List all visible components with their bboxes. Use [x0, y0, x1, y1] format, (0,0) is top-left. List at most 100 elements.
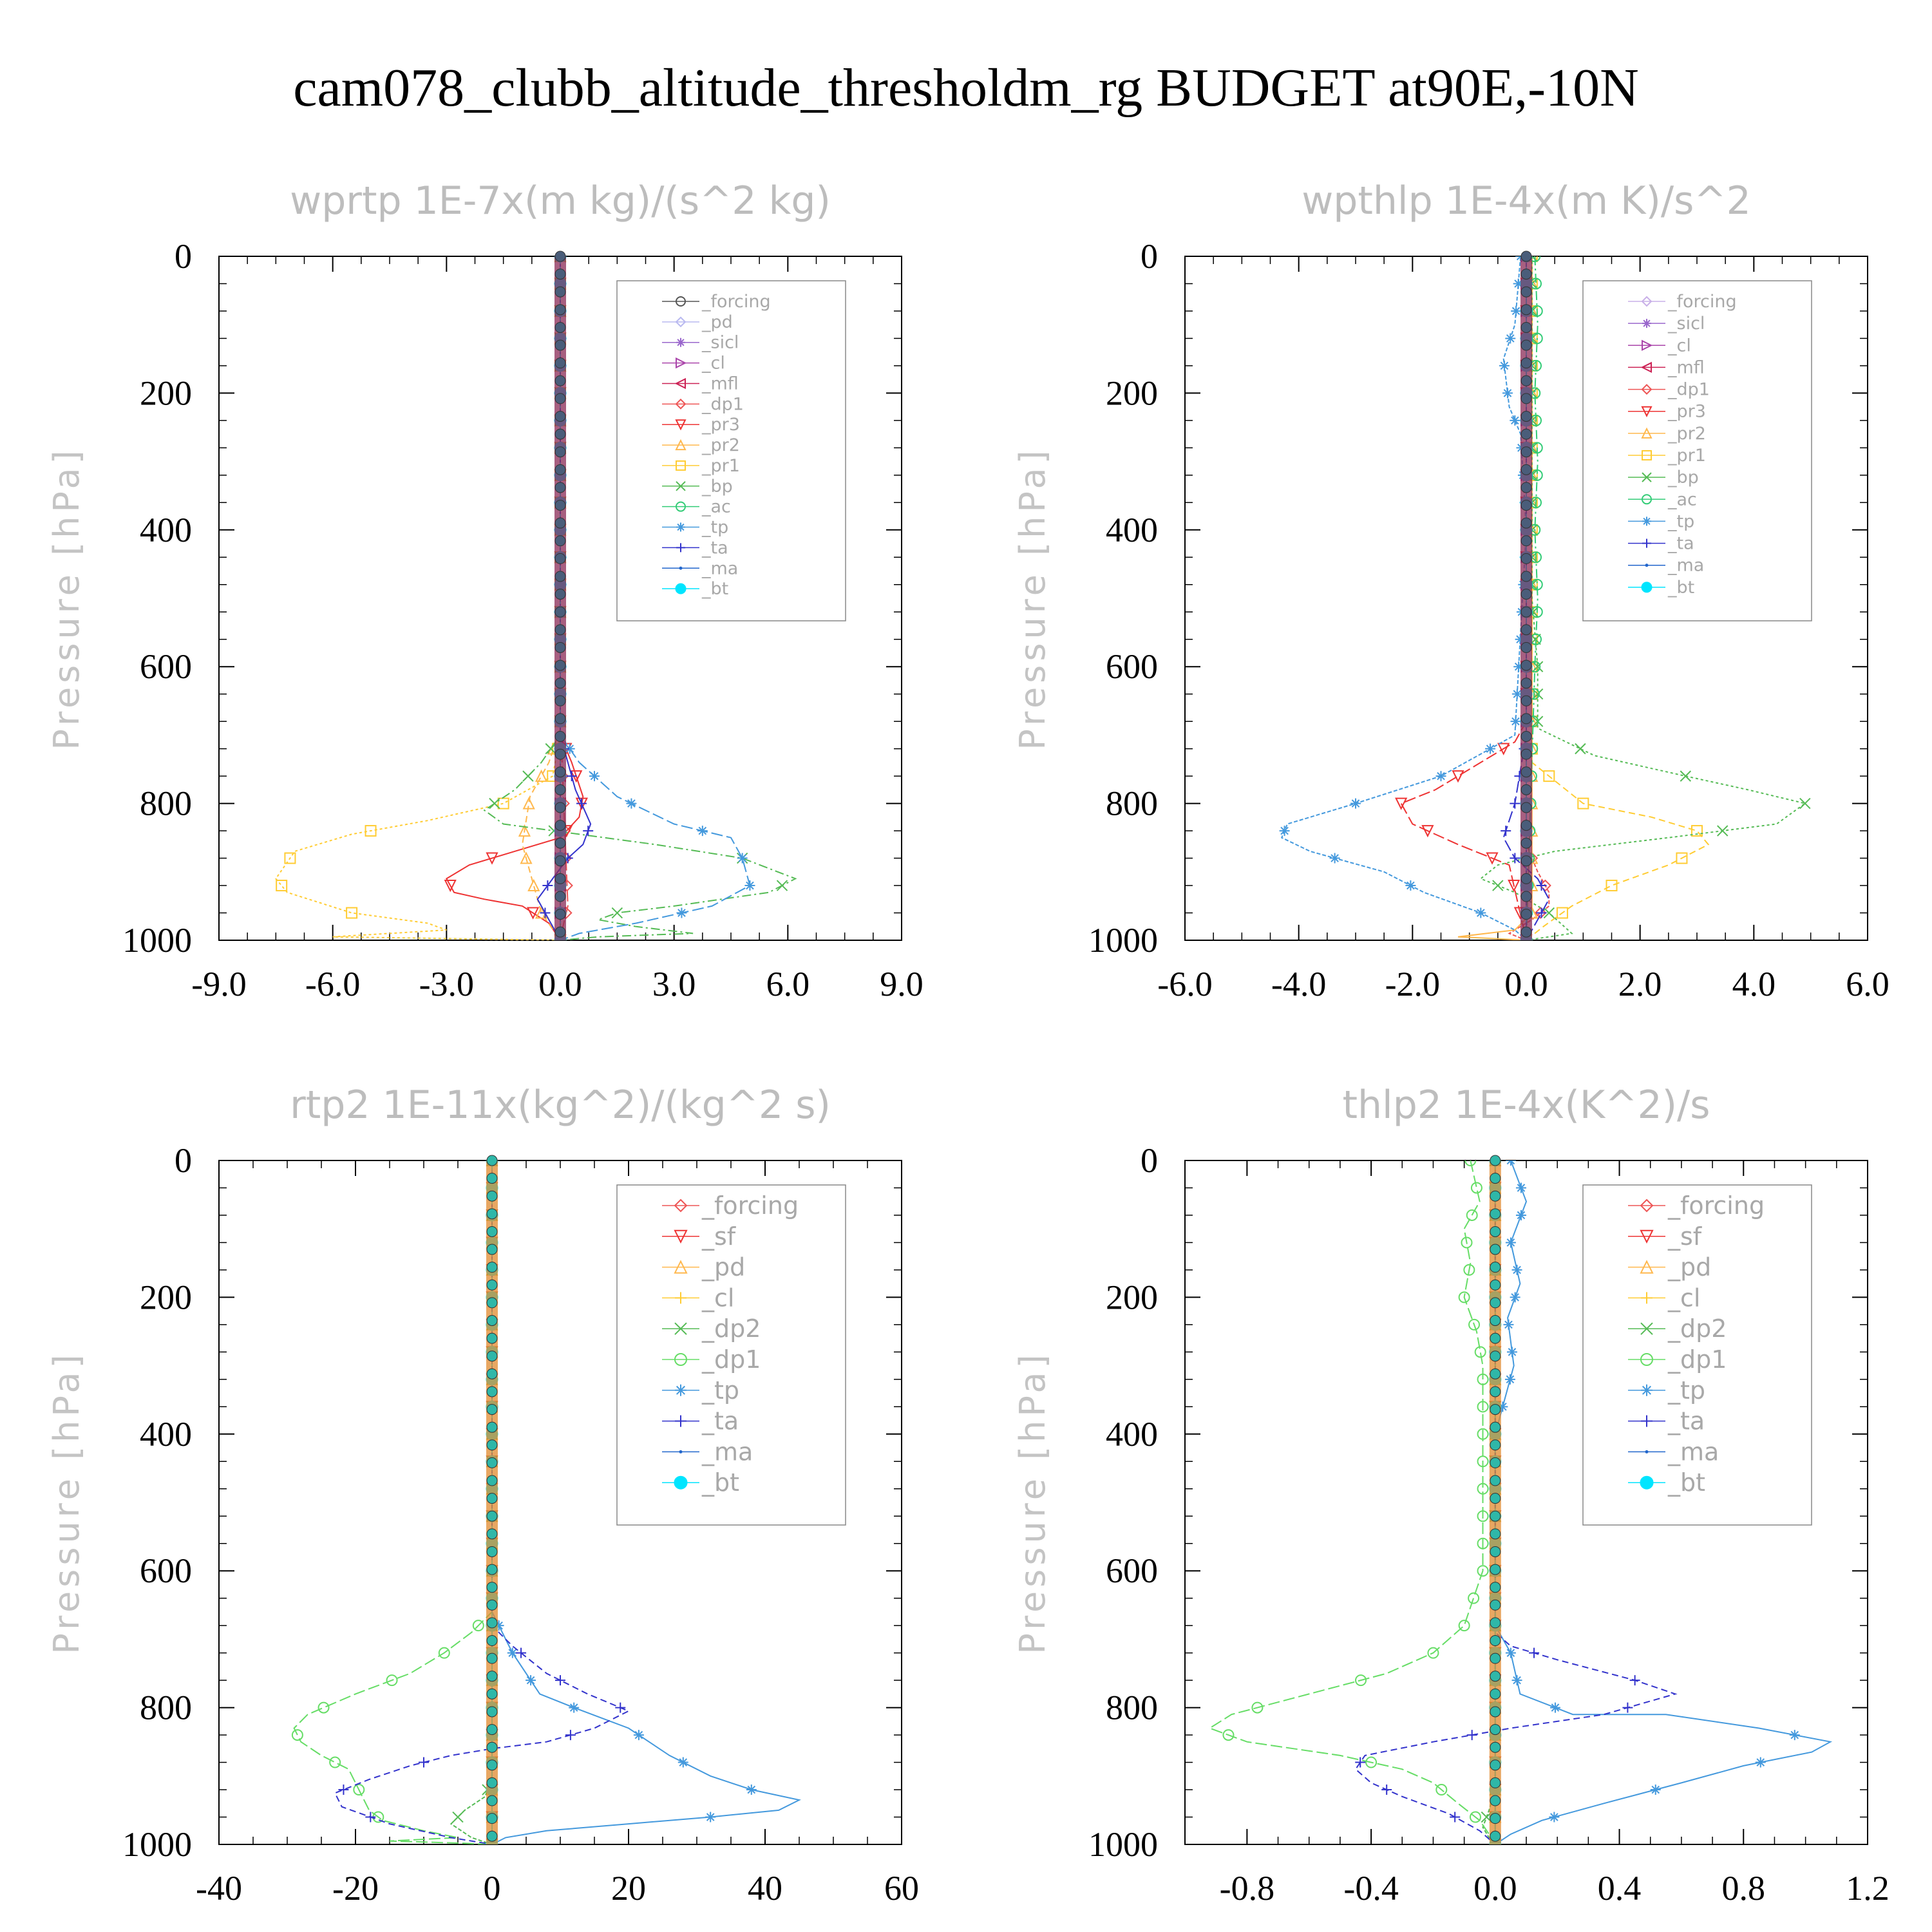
legend-entry: _dp2 — [701, 1314, 761, 1343]
series-point-bt — [1520, 748, 1532, 760]
legend-entry: _pr1 — [701, 456, 740, 476]
series-point-dp1 — [1469, 1811, 1481, 1823]
series-point-tp — [1789, 1730, 1800, 1741]
legend-swatch-marker — [1641, 406, 1653, 417]
series-point-dp1 — [1534, 907, 1547, 919]
legend-entry: _ma — [701, 558, 738, 578]
series-point-ta — [1510, 853, 1520, 864]
series-point-tp — [1497, 1401, 1508, 1412]
series-point-bt — [1520, 464, 1532, 475]
series-point-ta — [516, 1647, 527, 1658]
series-point-tp — [1549, 1812, 1560, 1823]
series-point-dp1 — [317, 1701, 330, 1714]
y-axis-label: Pressure [hPa] — [46, 446, 87, 750]
series-point-bt — [1520, 269, 1532, 280]
series-point-bt — [486, 1244, 498, 1255]
legend-swatch-marker — [675, 398, 687, 410]
panel-rtp2: rtp2 1E-11x(kg^2)/(kg^2 s) Pressure [hPa]… — [46, 1083, 919, 1908]
series-point-bt — [554, 695, 566, 706]
series-point-bt — [1490, 1582, 1501, 1593]
series-point-pr2 — [527, 878, 540, 892]
x-tick-label: -0.4 — [1343, 1869, 1398, 1908]
series-point-bt — [1490, 1493, 1501, 1504]
series-point-bt — [1490, 1759, 1501, 1771]
x-tick-label: 0.0 — [538, 965, 582, 1003]
series-line-tp — [491, 1160, 801, 1844]
series-point-ta — [1355, 1757, 1366, 1768]
y-tick-label: 0 — [1141, 1141, 1158, 1180]
x-tick-label: 6.0 — [1846, 965, 1889, 1003]
series-point-bt — [1520, 428, 1532, 440]
series-point-bt — [486, 1386, 498, 1397]
series-point-bt — [1520, 855, 1532, 867]
series-point-ta — [365, 1812, 376, 1823]
legend-entry: _bt — [701, 1468, 739, 1497]
series-point-bt — [486, 1439, 498, 1451]
series-point-tp — [1510, 1292, 1520, 1303]
series-point-bt — [554, 500, 566, 511]
series-point-pr3 — [1508, 880, 1520, 893]
x-tick-label: 6.0 — [766, 965, 810, 1003]
series-point-bp — [545, 743, 556, 755]
series-line-pr1 — [1526, 256, 1710, 940]
series-point-bt — [1490, 1671, 1501, 1682]
series-point-bt — [1490, 1617, 1501, 1629]
series-point-bt — [554, 677, 566, 689]
series-point-tp — [589, 771, 600, 782]
series-point-bt — [1520, 641, 1532, 653]
x-tick-label: 60 — [884, 1869, 919, 1908]
series-point-bt — [1490, 1315, 1501, 1327]
y-tick-label: 0 — [175, 1141, 192, 1180]
series-point-bt — [554, 731, 566, 743]
series-point-bt — [1520, 286, 1532, 298]
series-point-bt — [554, 748, 566, 760]
panel-thlp2: thlp2 1E-4x(K^2)/s Pressure [hPa] 0 200 400 6… — [1012, 1083, 1889, 1908]
series-point-dp1 — [386, 1674, 398, 1687]
x-tick-label: 9.0 — [880, 965, 923, 1003]
series-point-tp — [1505, 1237, 1516, 1248]
series-point-pr1 — [1556, 907, 1568, 919]
x-tick-label: -9.0 — [191, 965, 246, 1003]
series-line-pr1 — [275, 256, 561, 940]
series-point-bt — [1490, 1244, 1501, 1255]
y-tick-label: 1000 — [122, 921, 192, 960]
series-point-ta — [566, 771, 577, 782]
series-point-pr2 — [522, 797, 535, 810]
y-axis-label: Pressure [hPa] — [1012, 1350, 1053, 1654]
series-point-tp — [1502, 388, 1513, 399]
series-point-ta — [1510, 798, 1520, 809]
legend-swatch-marker — [674, 1475, 688, 1490]
legend-swatch-marker — [1642, 319, 1651, 328]
legend-entry: _sf — [1667, 1222, 1703, 1251]
series-point-bt — [1490, 1830, 1501, 1842]
series-point-bt — [486, 1653, 498, 1664]
series-point-bt — [554, 589, 566, 600]
series-point-bt — [554, 553, 566, 564]
legend-swatch-marker — [1641, 384, 1653, 395]
series-point-dp1 — [329, 1756, 341, 1768]
series-point-bt — [1490, 1528, 1501, 1540]
y-tick-label: 0 — [1141, 237, 1158, 276]
series-point-bt — [486, 1279, 498, 1291]
legend-swatch-marker — [1642, 450, 1652, 460]
legend-swatch-marker — [1645, 564, 1649, 567]
x-tick-label: 2.0 — [1618, 965, 1662, 1003]
series-point-tp — [1435, 771, 1446, 782]
series-point-ta — [542, 880, 553, 891]
series-point-ta — [576, 798, 587, 809]
x-tick-label: -40 — [196, 1869, 242, 1908]
series-point-bp — [1531, 661, 1544, 672]
series-point-dp1 — [1466, 1209, 1478, 1221]
series-point-bp — [611, 907, 623, 919]
series-point-tp — [1475, 907, 1486, 918]
series-point-bt — [554, 837, 566, 849]
series-point-dp1 — [1222, 1729, 1235, 1741]
series-point-tp — [569, 1702, 580, 1713]
series-point-tp — [1511, 305, 1522, 316]
series-point-bt — [1490, 1226, 1501, 1237]
series-point-ta — [1622, 1702, 1633, 1713]
legend-swatch-marker — [1640, 1260, 1654, 1274]
legend-swatch-marker — [1641, 296, 1653, 307]
series-point-bt — [486, 1208, 498, 1220]
legend-entry: _tp — [1667, 1376, 1705, 1405]
